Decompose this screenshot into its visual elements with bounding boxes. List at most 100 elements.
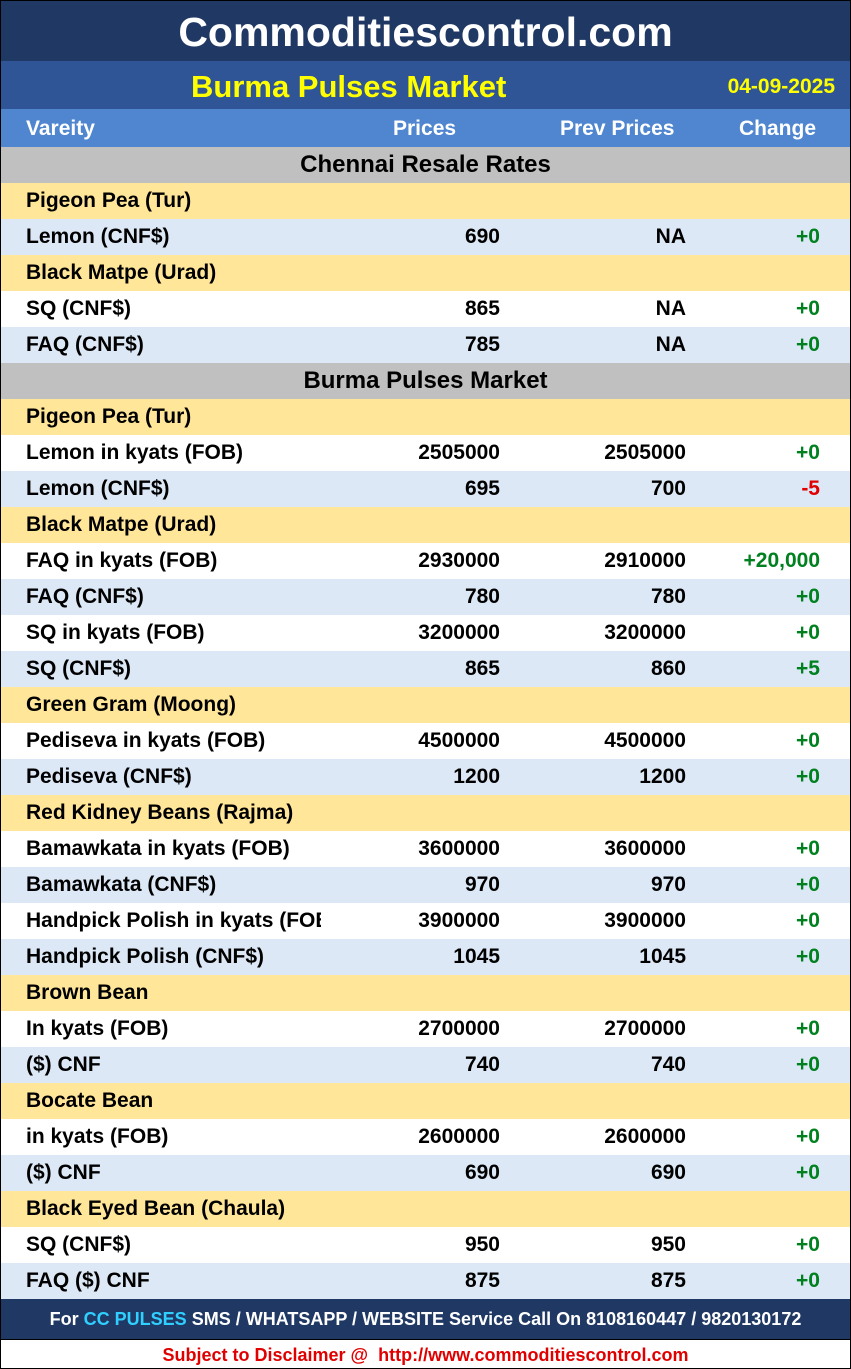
data-row: FAQ (CNF$) 780 780 +0 [1, 579, 850, 615]
group-row: Green Gram (Moong) [1, 687, 850, 723]
variety: FAQ ($) CNF [26, 1269, 150, 1292]
cell: 2600000 [604, 1125, 686, 1148]
data-row: Pediseva in kyats (FOB) 4500000 4500000 +0 [1, 723, 850, 759]
cell: 3900000 [604, 909, 686, 932]
cell: 950 [650, 1233, 686, 1256]
cell: +0 [796, 585, 820, 608]
variety: SQ (CNF$) [26, 297, 131, 320]
data-row: SQ (CNF$) 865 NA +0 [1, 291, 850, 327]
cell: -5 [801, 477, 820, 500]
cell: +0 [796, 1017, 820, 1040]
cell: 695 [464, 477, 500, 500]
section-row: Chennai Resale Rates [1, 147, 850, 183]
group-row: Red Kidney Beans (Rajma) [1, 795, 850, 831]
date: 04-09-2025 [727, 75, 835, 98]
cell: +0 [796, 837, 820, 860]
cell: +0 [796, 765, 820, 788]
cell: +0 [796, 1233, 820, 1256]
cell: 690 [464, 225, 500, 248]
data-row: Bamawkata in kyats (FOB) 3600000 3600000 +0 [1, 831, 850, 867]
variety: Pediseva in kyats (FOB) [26, 729, 266, 752]
cell: 690 [464, 1161, 500, 1184]
variety: Handpick Polish in kyats (FOB) [26, 909, 321, 932]
cell: 3600000 [418, 837, 500, 860]
group-row: Bocate Bean [1, 1083, 850, 1119]
cell: 1045 [453, 945, 500, 968]
data-row: Handpick Polish in kyats (FOB) 3900000 390… [1, 903, 850, 939]
data-row: In kyats (FOB) 2700000 2700000 +0 [1, 1011, 850, 1047]
data-row: Pediseva (CNF$) 1200 1200 +0 [1, 759, 850, 795]
column-label: Prices [393, 117, 457, 140]
data-row: in kyats (FOB) 2600000 2600000 +0 [1, 1119, 850, 1155]
group-name: Black Matpe (Urad) [26, 513, 217, 536]
column-label: Prev Prices [560, 117, 675, 140]
cell: 970 [464, 873, 500, 896]
data-row: FAQ in kyats (FOB) 2930000 2910000 +20,000 [1, 543, 850, 579]
cell: 970 [650, 873, 686, 896]
variety: ($) CNF [26, 1053, 101, 1076]
cell: +0 [796, 909, 820, 932]
subtitle: Burma Pulses Market [191, 69, 507, 104]
data-row: Lemon (CNF$) 690 NA +0 [1, 219, 850, 255]
cell: NA [655, 333, 686, 356]
subtitle-bar: Burma Pulses Market 04-09-2025 [1, 61, 850, 109]
cell: 3200000 [604, 621, 686, 644]
group-name: Black Eyed Bean (Chaula) [26, 1197, 286, 1220]
group-name: Pigeon Pea (Tur) [26, 405, 192, 428]
cell: +0 [796, 873, 820, 896]
disclaimer-text: Subject to Disclaimer @ [162, 1345, 369, 1365]
cell: 865 [464, 297, 500, 320]
variety: FAQ (CNF$) [26, 585, 144, 608]
cell: +0 [796, 1269, 820, 1292]
variety: FAQ in kyats (FOB) [26, 549, 218, 572]
data-row: ($) CNF 740 740 +0 [1, 1047, 850, 1083]
cell: +20,000 [743, 549, 821, 572]
table-body: Chennai Resale Rates Pigeon Pea (Tur) Lemo… [1, 147, 850, 1299]
cell: 740 [650, 1053, 686, 1076]
variety: SQ in kyats (FOB) [26, 621, 205, 644]
variety: Lemon (CNF$) [26, 225, 170, 248]
variety: ($) CNF [26, 1161, 101, 1184]
cell: 700 [650, 477, 686, 500]
cell: +0 [796, 297, 820, 320]
column-label: Change [739, 117, 817, 140]
group-name: Green Gram (Moong) [26, 693, 237, 716]
cell: +0 [796, 1053, 820, 1076]
cell: 865 [464, 657, 500, 680]
cell: 780 [464, 585, 500, 608]
variety: In kyats (FOB) [26, 1017, 169, 1040]
variety: SQ (CNF$) [26, 657, 131, 680]
disclaimer: Subject to Disclaimer @ http://www.commo… [1, 1339, 850, 1368]
variety: Lemon (CNF$) [26, 477, 170, 500]
column-header: Vareity Prices Prev Prices Change [1, 109, 850, 147]
variety: Bamawkata in kyats (FOB) [26, 837, 290, 860]
cell: 2600000 [418, 1125, 500, 1148]
cell: 690 [650, 1161, 686, 1184]
group-name: Pigeon Pea (Tur) [26, 189, 192, 212]
group-name: Red Kidney Beans (Rajma) [26, 801, 294, 824]
data-row: Bamawkata (CNF$) 970 970 +0 [1, 867, 850, 903]
cell: 3900000 [418, 909, 500, 932]
cell: 875 [650, 1269, 686, 1292]
group-row: Pigeon Pea (Tur) [1, 399, 850, 435]
cell: 2930000 [418, 549, 500, 572]
group-name: Brown Bean [26, 981, 149, 1004]
data-row: Lemon (CNF$) 695 700 -5 [1, 471, 850, 507]
disclaimer-url: http://www.commoditiescontrol.com [378, 1345, 689, 1365]
data-row: Lemon in kyats (FOB) 2505000 2505000 +0 [1, 435, 850, 471]
data-row: FAQ ($) CNF 875 875 +0 [1, 1263, 850, 1299]
group-row: Black Eyed Bean (Chaula) [1, 1191, 850, 1227]
cell: 860 [650, 657, 686, 680]
group-name: Bocate Bean [26, 1089, 154, 1112]
group-row: Pigeon Pea (Tur) [1, 183, 850, 219]
cell: 740 [464, 1053, 500, 1076]
footer-text: SMS / WHATSAPP / WEBSITE Service Call On… [191, 1309, 802, 1329]
data-row: SQ in kyats (FOB) 3200000 3200000 +0 [1, 615, 850, 651]
cell: 2910000 [604, 549, 686, 572]
group-row: Black Matpe (Urad) [1, 507, 850, 543]
section-row: Burma Pulses Market [1, 363, 850, 399]
cell: 2505000 [418, 441, 500, 464]
cell: 3600000 [604, 837, 686, 860]
cell: 785 [464, 333, 500, 356]
